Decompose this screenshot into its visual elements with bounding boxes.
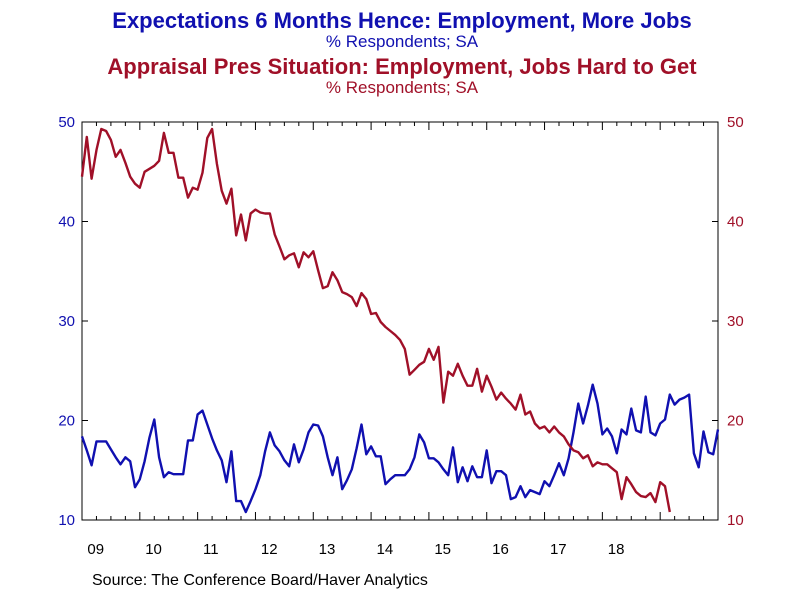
red-series-line [80, 127, 671, 513]
blue-series-subtitle: % Respondents; SA [325, 32, 479, 51]
x-tick-label: 09 [87, 541, 104, 558]
x-tick-label: 17 [550, 541, 567, 558]
y-left-tick-label: 30 [58, 313, 75, 330]
y-left-tick-label: 10 [58, 512, 75, 529]
y-right-tick-label: 20 [727, 413, 744, 430]
x-tick-label: 12 [261, 541, 278, 558]
source-note: Source: The Conference Board/Haver Analy… [92, 572, 428, 589]
y-right-tick-label: 30 [727, 313, 744, 330]
y-left-tick-label: 50 [58, 114, 75, 131]
x-tick-label: 16 [492, 541, 509, 558]
blue-series-title: Expectations 6 Months Hence: Employment,… [112, 8, 692, 33]
x-tick-label: 15 [434, 541, 451, 558]
x-tick-label: 14 [377, 541, 394, 558]
y-right-tick-label: 10 [727, 512, 744, 529]
plot-area-border [81, 121, 719, 521]
x-tick-label: 11 [203, 541, 219, 558]
y-left-tick-label: 40 [58, 214, 75, 231]
y-right-tick-label: 40 [727, 214, 744, 231]
blue-series-line [80, 383, 720, 514]
y-right-tick-label: 50 [727, 114, 744, 131]
red-series-subtitle: % Respondents; SA [325, 78, 479, 97]
x-tick-label: 18 [608, 541, 625, 558]
y-left-tick-label: 20 [58, 413, 75, 430]
x-tick-label: 13 [319, 541, 336, 558]
x-tick-label: 10 [145, 541, 162, 558]
red-series-title: Appraisal Pres Situation: Employment, Jo… [107, 54, 697, 79]
